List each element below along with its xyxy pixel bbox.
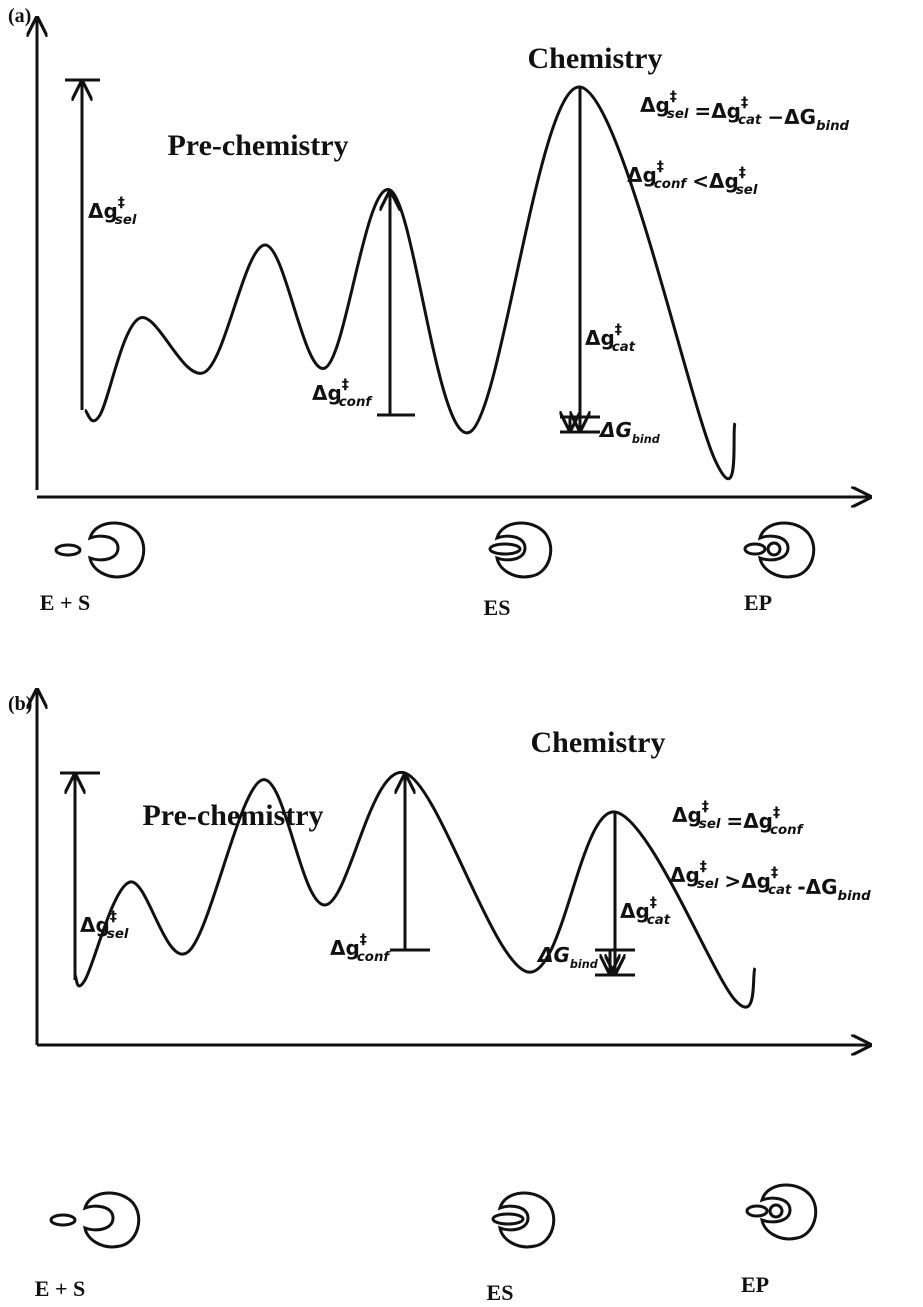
operator: = (694, 99, 711, 123)
superscript: ‡ (657, 159, 664, 175)
symbol: ΔG (536, 943, 570, 967)
substrate-icon (49, 1213, 77, 1227)
panel-label: (a) (8, 5, 31, 27)
equation: Δg‡ sel =Δg‡ cat −ΔGbind (640, 89, 850, 134)
subscript: sel (667, 107, 689, 122)
state-label: E + S (40, 590, 90, 615)
sel-label: Δg‡ sel (80, 909, 129, 942)
superscript: ‡ (615, 322, 622, 338)
operator: - (797, 875, 805, 899)
subscript: sel (736, 183, 758, 198)
symbol: Δg (585, 326, 615, 350)
symbol: Δg (620, 899, 650, 923)
state-label: EP (741, 1272, 769, 1297)
subscript: bind (570, 958, 599, 971)
cat-label: Δg‡ cat (585, 322, 636, 355)
superscript: ‡ (342, 377, 349, 393)
equation: Δg‡ sel =Δg‡ conf (672, 799, 805, 838)
superscript: ‡ (773, 805, 780, 821)
operator: − (767, 105, 784, 129)
enzyme-icon (759, 1183, 818, 1241)
superscript: ‡ (110, 909, 117, 925)
conf-label: Δg‡ conf (330, 932, 391, 965)
subscript: cat (738, 113, 762, 128)
state-label: EP (744, 590, 772, 615)
symbol: Δg (743, 809, 773, 833)
enzyme-icon (87, 521, 146, 579)
subscript: sel (697, 877, 719, 892)
conf-label: Δg‡ conf (312, 377, 373, 410)
substrate-icon (488, 542, 522, 556)
energy-curve (73, 771, 757, 1009)
subscript: bind (838, 889, 872, 904)
symbol: Δg (672, 803, 702, 827)
enzyme-icon (497, 1191, 556, 1249)
symbol: ΔG (784, 105, 816, 129)
panel-label: (b) (8, 693, 32, 715)
superscript: ‡ (360, 932, 367, 948)
subscript: conf (770, 823, 804, 838)
subscript: cat (647, 913, 671, 928)
equation: Δg‡ conf <Δg‡ sel (627, 159, 758, 198)
symbol: Δg (640, 93, 670, 117)
enzyme-icon (757, 521, 816, 579)
symbol: Δg (330, 936, 360, 960)
bind-label: ΔGbind (598, 418, 661, 446)
symbol: Δg (711, 99, 741, 123)
product-icon (745, 1204, 769, 1218)
operator: > (724, 869, 741, 893)
enzyme-icon (494, 521, 553, 579)
subscript: cat (768, 883, 792, 898)
chemistry-title: Chemistry (531, 726, 666, 759)
state-label: E + S (35, 1276, 85, 1301)
symbol: Δg (709, 169, 739, 193)
subscript: bind (632, 433, 661, 446)
cat-label: Δg‡ cat (620, 895, 671, 928)
state-label: ES (484, 595, 511, 620)
bind-label: ΔGbind (536, 943, 599, 971)
subscript: conf (654, 177, 688, 192)
symbol: Δg (312, 381, 342, 405)
superscript: ‡ (118, 195, 125, 211)
symbol: ΔG (806, 875, 838, 899)
operator: = (726, 809, 743, 833)
subscript: sel (699, 817, 721, 832)
symbol: Δg (80, 913, 110, 937)
superscript: ‡ (700, 859, 707, 875)
subscript: sel (107, 927, 129, 942)
sel-label: Δg‡ sel (88, 195, 137, 228)
superscript: ‡ (771, 865, 778, 881)
product-icon (768, 1203, 784, 1219)
enzyme-icon (82, 1191, 141, 1249)
symbol: Δg (88, 199, 118, 223)
state-label: ES (487, 1280, 514, 1305)
superscript: ‡ (650, 895, 657, 911)
chemistry-title: Chemistry (528, 42, 663, 75)
product-icon (766, 541, 782, 557)
subscript: conf (357, 950, 391, 965)
symbol: Δg (670, 863, 700, 887)
superscript: ‡ (670, 89, 677, 105)
subscript: cat (612, 340, 636, 355)
subscript: conf (339, 395, 373, 410)
substrate-icon (54, 543, 82, 557)
subscript: sel (115, 213, 137, 228)
superscript: ‡ (739, 165, 746, 181)
superscript: ‡ (702, 799, 709, 815)
superscript: ‡ (741, 95, 748, 111)
symbol: Δg (741, 869, 771, 893)
pre-chemistry-title: Pre-chemistry (167, 129, 348, 162)
operator: < (692, 169, 709, 193)
subscript: bind (816, 119, 850, 134)
equation: Δg‡ sel >Δg‡ cat -ΔGbind (670, 859, 871, 904)
substrate-icon (491, 1212, 525, 1226)
pre-chemistry-title: Pre-chemistry (142, 799, 323, 832)
symbol: ΔG (598, 418, 632, 442)
product-icon (743, 542, 767, 556)
